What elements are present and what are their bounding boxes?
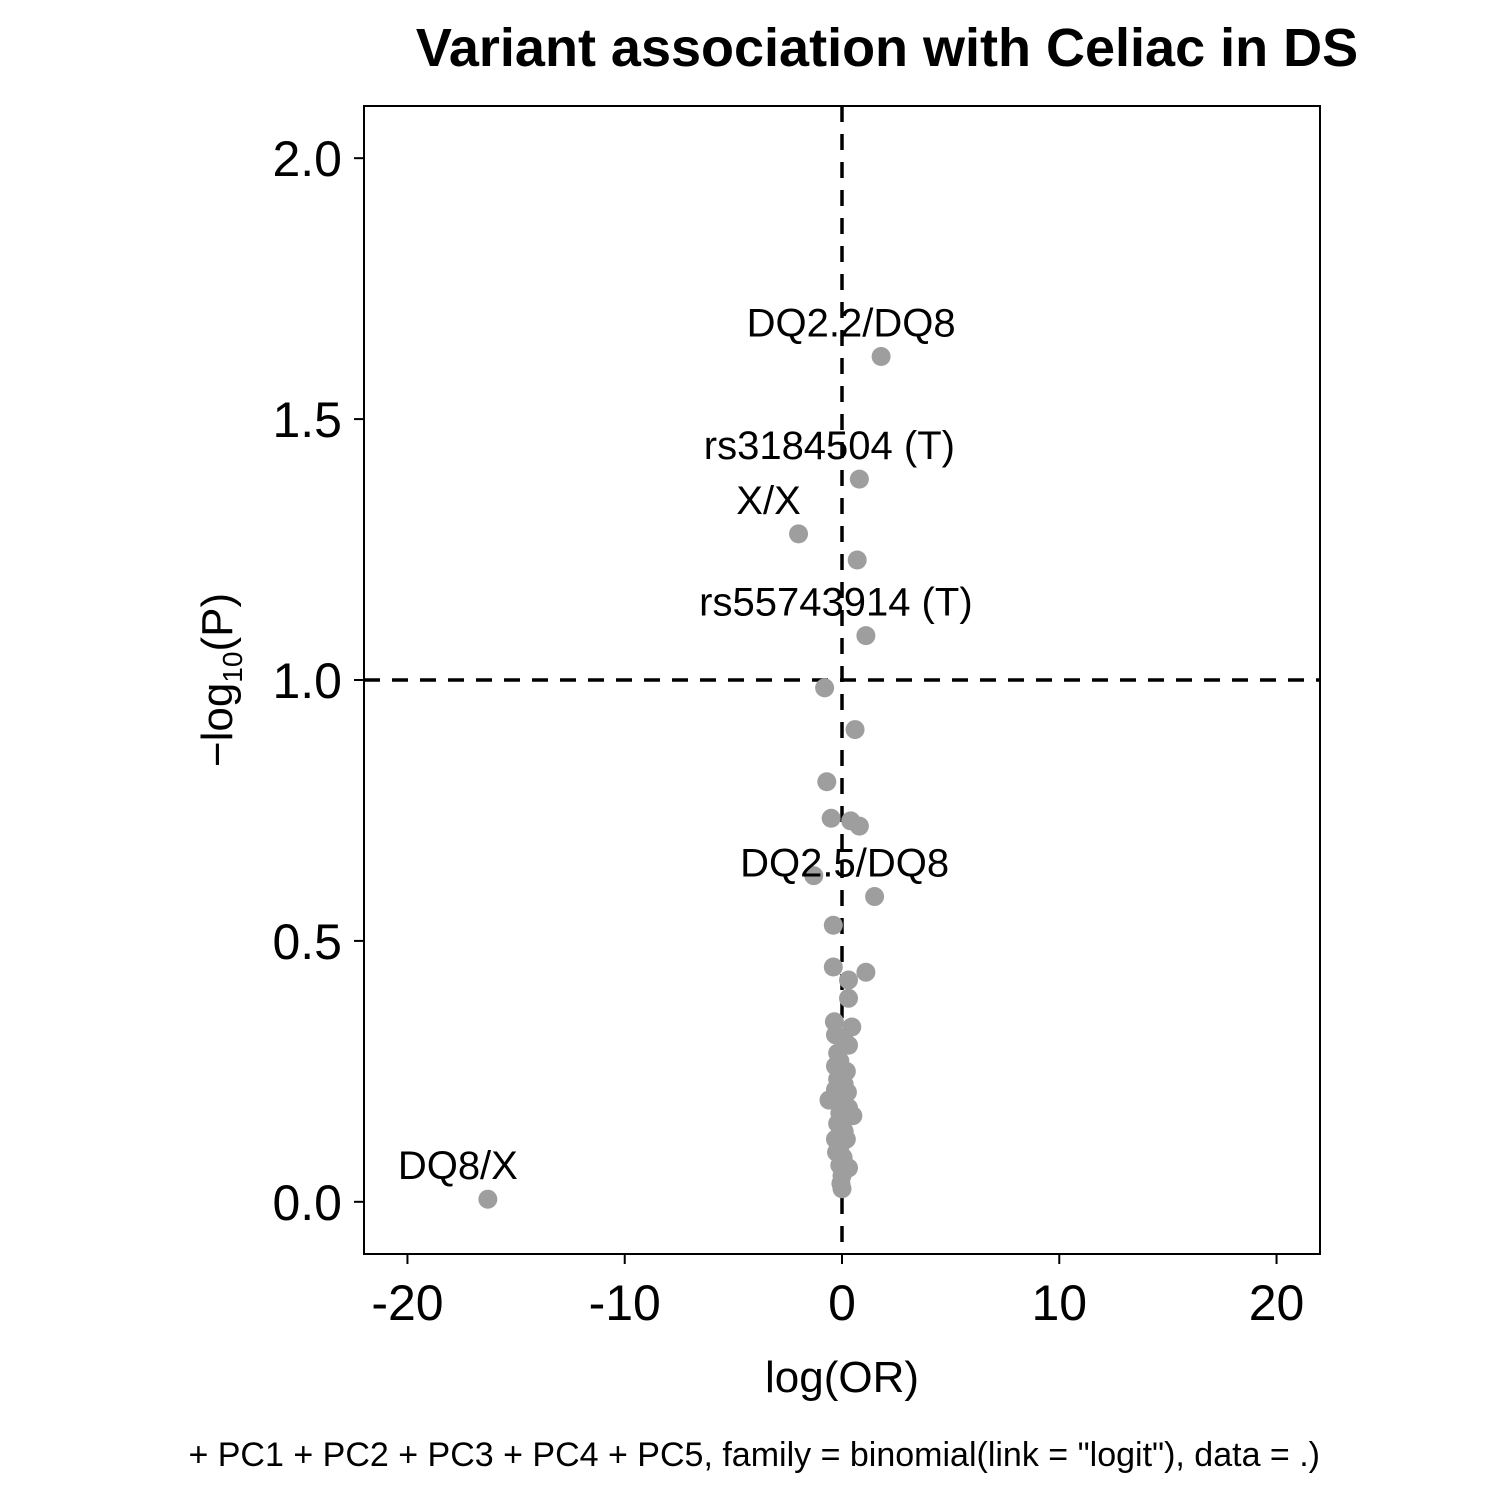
data-point [865,887,885,907]
x-axis-title: log(OR) [765,1353,919,1402]
data-point [804,866,824,886]
x-tick-label: 0 [828,1275,856,1331]
data-point [789,524,809,544]
x-axis: -20 -10 0 10 20 [371,1254,1304,1331]
data-point [849,469,869,489]
point-label: rs55743914 (T) [699,581,972,625]
point-label: DQ2.2/DQ8 [747,301,956,345]
data-point [843,1106,863,1126]
x-tick-label: 20 [1249,1275,1305,1331]
data-point [839,988,859,1008]
point-label: DQ8/X [398,1144,518,1188]
x-tick-label: 10 [1031,1275,1087,1331]
y-tick-label: 1.0 [272,653,342,709]
data-point [832,1179,852,1199]
data-point [847,550,867,570]
chart-title: Variant association with Celiac in DS [416,18,1358,78]
data-points [478,346,891,1209]
data-point [849,816,869,836]
point-label: DQ2.5/DQ8 [740,842,949,886]
y-tick-label: 0.0 [272,1175,342,1231]
svg-text:−log10(P): −log10(P) [193,593,248,767]
data-point [839,970,859,990]
data-point [823,915,843,935]
model-caption: + PC1 + PC2 + PC3 + PC4 + PC5, family = … [188,1436,1320,1474]
y-tick-label: 1.5 [272,392,342,448]
y-axis: 0.0 0.5 1.0 1.5 2.0 [272,131,364,1231]
point-label: rs3184504 (T) [704,424,955,468]
data-point [856,962,876,982]
y-axis-title-suffix: (P) [193,593,242,652]
data-point [478,1189,498,1209]
data-point [821,808,841,828]
y-axis-title-prefix: −log [193,683,242,767]
x-tick-label: -20 [371,1275,443,1331]
y-axis-title-subscript: 10 [217,652,248,683]
y-axis-title: −log10(P) [193,593,248,767]
x-tick-label: -10 [589,1275,661,1331]
y-tick-label: 0.5 [272,914,342,970]
data-point [817,772,837,792]
point-label: X/X [736,479,800,523]
data-point [815,678,835,698]
data-point [823,957,843,977]
data-point [856,626,876,646]
y-tick-label: 2.0 [272,131,342,187]
point-labels: DQ2.2/DQ8 rs3184504 (T) X/X rs55743914 (T) D… [398,301,973,1188]
data-point [845,720,865,740]
data-point [871,346,891,366]
